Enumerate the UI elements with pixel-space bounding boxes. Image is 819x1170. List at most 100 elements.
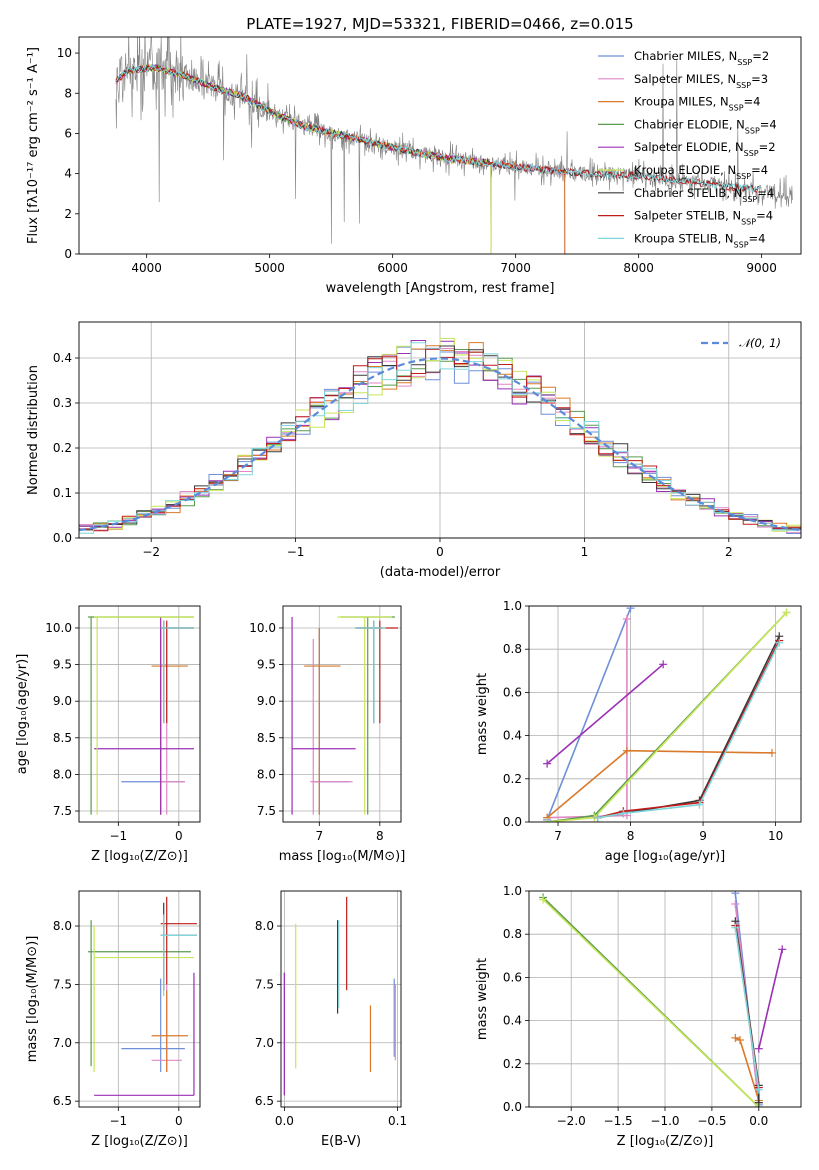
weight-line-salpeter-stelib [597,640,780,819]
y-tick-label: 0.6 [503,685,522,699]
y-tick-label: 9.5 [53,658,72,672]
y-tick-label: 7.0 [53,1036,72,1050]
plot-area [291,616,398,815]
point-marker-salpeter-elodie [754,1044,763,1053]
weight-line-chabrier-elodie [546,611,788,822]
axes-frame [78,605,201,823]
panel-age_vs_Z: −1 0 7.5 8.0 8.5 9.0 9.5 10.0 Z [log₁₀(Z/Z⊙)] age… [15,605,201,864]
legend-label-chabrier-stelib: Chabrier STELIB, NSSP=4 [634,186,774,204]
plot-area [539,891,787,1107]
legend-label-kroupa-miles: Kroupa MILES, NSSP=4 [634,95,760,113]
x-tick-label: 1 [581,545,589,559]
point-marker-chabrier-stelib [754,1098,763,1107]
y-axis-label: mass weight [475,673,490,755]
y-tick-label: 8.0 [53,919,72,933]
legend-label-kroupa-stelib: Kroupa STELIB, NSSP=4 [634,231,765,249]
y-tick-label: 9.0 [257,694,276,708]
x-axis-label: mass [log₁₀(M/M⊙)] [279,849,406,864]
legend-label-salpeter-elodie: Salpeter ELODIE, NSSP=2 [634,140,776,158]
weight-line-salpeter-elodie [758,949,783,1049]
y-tick-label: 2 [64,207,72,221]
y-tick-label: 1.0 [503,599,522,613]
x-tick-label: 9 [699,829,707,843]
x-tick-label: 8000 [623,261,654,275]
x-tick-label: −1 [109,1114,127,1128]
y-tick-label: 8.5 [53,731,72,745]
x-tick-label: 0.1 [388,1114,407,1128]
x-tick-label: 6000 [377,261,408,275]
axes-frame [78,321,802,539]
point-marker-chabrier-miles [626,606,635,613]
point-marker-kroupa-miles [736,1036,745,1045]
x-axis-label: age [log₁₀(age/yr)] [605,849,726,864]
x-tick-label: 0 [175,1114,183,1128]
model-line-salpeter-stelib [115,63,762,194]
weight-line-salpeter-elodie [546,663,664,765]
x-tick-label: −1.0 [650,1114,679,1128]
y-tick-label: 0.0 [503,1100,522,1114]
weight-line-kroupa-elodie [547,611,788,822]
x-tick-label: 5000 [254,261,285,275]
panel-weight_vs_age: 7 8 9 10 0.0 0.2 0.4 0.6 0.8 1.0 age [log₁₀(age/yr… [475,599,802,864]
axes-frame [78,890,201,1108]
y-tick-label: 7.5 [53,977,72,991]
x-tick-label: 7000 [500,261,531,275]
y-tick-label: 7.5 [53,804,72,818]
x-axis-label: Z [log₁₀(Z/Z⊙)] [91,849,188,864]
y-tick-label: 0.2 [503,772,522,786]
y-tick-label: 8.0 [257,767,276,781]
point-marker-kroupa-miles [767,748,776,757]
y-tick-label: 0.1 [53,486,72,500]
point-marker-kroupa-stelib [754,1085,763,1094]
panel-weight_vs_Z: −2.0 −1.5 −1.0 −0.5 0.0 0.0 0.2 0.4 0.6 0.8 1.0 Z [… [475,884,802,1149]
y-tick-label: 9.0 [53,694,72,708]
y-tick-label: 4 [64,167,72,181]
x-tick-label: −1 [109,829,127,843]
weight-line-chabrier-miles [546,607,632,821]
y-tick-label: 9.5 [257,658,276,672]
weight-line-kroupa-stelib [597,642,780,819]
weight-line-chabrier-stelib [597,635,780,819]
x-tick-label: −2 [142,545,160,559]
model-line-chabrier-elodie [115,63,492,254]
y-tick-label: 0.4 [503,1014,522,1028]
y-tick-label: 0.2 [53,441,72,455]
weight-line-kroupa-elodie [542,899,760,1107]
panel-spectrum: 4000 5000 6000 7000 8000 9000 0 2 4 6 8 10 wavelengt… [26,36,802,296]
y-tick-label: 6.5 [53,1094,72,1108]
x-tick-label: 0 [436,545,444,559]
point-marker-kroupa-stelib [619,809,628,818]
point-marker-kroupa-miles [622,746,631,755]
y-tick-label: 0.0 [503,815,522,829]
x-tick-label: 8 [627,829,635,843]
legend-label-chabrier-elodie: Chabrier ELODIE, NSSP=4 [634,117,777,135]
plot-area [88,896,197,1096]
x-tick-label: 7 [315,829,323,843]
y-tick-label: 8.5 [257,731,276,745]
x-tick-label: 0.0 [275,1114,294,1128]
x-axis-label: (data-model)/error [380,565,501,580]
point-marker-salpeter-elodie [659,660,668,669]
y-tick-label: 7.0 [255,1036,274,1050]
x-tick-label: 9000 [746,261,777,275]
x-tick-label: −1 [287,545,305,559]
model-line-salpeter-elodie [115,64,492,254]
point-marker-kroupa-stelib [593,813,602,822]
y-tick-label: 10.0 [45,621,72,635]
point-marker-kroupa-stelib [695,800,704,809]
y-tick-label: 0.8 [503,927,522,941]
model-line-kroupa-stelib [115,64,762,194]
point-marker-salpeter-elodie [778,945,787,954]
x-tick-label: −1.5 [604,1114,633,1128]
point-marker-kroupa-elodie [543,818,552,822]
axes-frame [528,890,802,1108]
x-tick-label: 4000 [131,261,162,275]
y-tick-label: 10 [57,46,72,60]
y-tick-label: 0.0 [53,531,72,545]
plot-area [79,338,801,534]
point-marker-salpeter-miles [622,614,631,623]
y-tick-label: 7.5 [255,977,274,991]
x-tick-label: 10 [768,829,783,843]
x-tick-label: 0.0 [749,1114,768,1128]
